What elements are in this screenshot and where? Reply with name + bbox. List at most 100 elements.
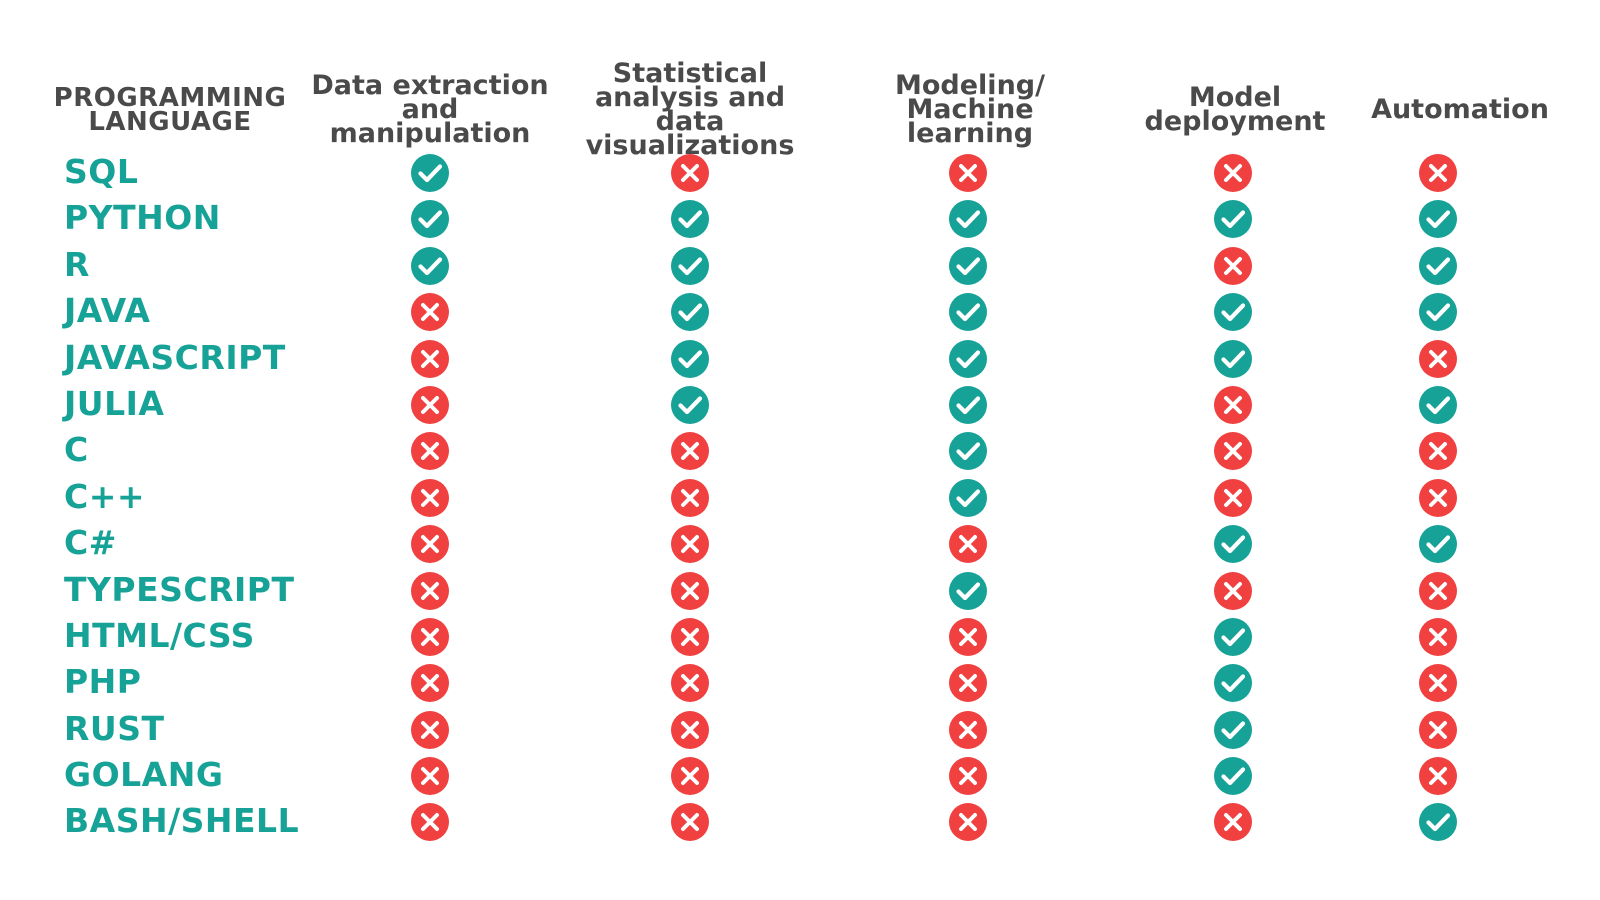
column-header-modeling-ml: Modeling/ Machine learning	[895, 70, 1045, 149]
language-name: RUST	[64, 708, 165, 748]
language-name: HTML/CSS	[64, 615, 255, 655]
x-circle-icon	[670, 617, 710, 657]
x-circle-icon	[948, 524, 988, 564]
column-header-programming-language: PROGRAMMING LANGUAGE	[53, 83, 287, 137]
check-circle-icon	[410, 199, 450, 239]
check-circle-icon	[410, 153, 450, 193]
check-circle-icon	[670, 246, 710, 286]
check-circle-icon	[1418, 524, 1458, 564]
check-circle-icon	[670, 385, 710, 425]
language-name: GOLANG	[64, 755, 224, 795]
x-circle-icon	[948, 710, 988, 750]
x-circle-icon	[410, 431, 450, 471]
language-name: C	[64, 430, 89, 470]
x-circle-icon	[670, 802, 710, 842]
x-circle-icon	[670, 431, 710, 471]
check-circle-icon	[1418, 292, 1458, 332]
table-header: PROGRAMMING LANGUAGE Data extraction and…	[0, 60, 1600, 160]
x-circle-icon	[410, 524, 450, 564]
table-row: GOLANG	[0, 752, 1600, 798]
check-circle-icon	[948, 478, 988, 518]
table-row: PHP	[0, 659, 1600, 705]
check-circle-icon	[670, 199, 710, 239]
column-header-model-deployment: Model deployment	[1144, 82, 1326, 137]
x-circle-icon	[948, 663, 988, 703]
x-circle-icon	[1213, 571, 1253, 611]
table-row: C++	[0, 474, 1600, 520]
language-name: C#	[64, 523, 117, 563]
x-circle-icon	[1418, 663, 1458, 703]
column-header-automation: Automation	[1371, 94, 1549, 125]
column-header-statistical-analysis: Statistical analysis and data visualizat…	[585, 58, 795, 161]
check-circle-icon	[670, 292, 710, 332]
x-circle-icon	[1213, 431, 1253, 471]
x-circle-icon	[1213, 246, 1253, 286]
check-circle-icon	[1213, 710, 1253, 750]
table-row: BASH/SHELL	[0, 798, 1600, 844]
language-name: SQL	[64, 152, 139, 191]
language-name: JULIA	[64, 383, 165, 423]
x-circle-icon	[948, 617, 988, 657]
language-name: TYPESCRIPT	[64, 569, 295, 609]
table-row: JULIA	[0, 381, 1600, 427]
language-name: BASH/SHELL	[64, 801, 300, 841]
table-row: R	[0, 242, 1600, 288]
check-circle-icon	[1418, 199, 1458, 239]
x-circle-icon	[410, 478, 450, 518]
check-circle-icon	[1418, 802, 1458, 842]
table-row: HTML/CSS	[0, 613, 1600, 659]
check-circle-icon	[1418, 385, 1458, 425]
x-circle-icon	[410, 385, 450, 425]
x-circle-icon	[670, 153, 710, 193]
x-circle-icon	[1418, 617, 1458, 657]
check-circle-icon	[1213, 199, 1253, 239]
x-circle-icon	[1418, 571, 1458, 611]
check-circle-icon	[948, 431, 988, 471]
table-row: RUST	[0, 706, 1600, 752]
language-name: R	[64, 244, 90, 284]
x-circle-icon	[670, 710, 710, 750]
table-row: C#	[0, 520, 1600, 566]
x-circle-icon	[670, 756, 710, 796]
x-circle-icon	[1418, 153, 1458, 193]
x-circle-icon	[1418, 756, 1458, 796]
check-circle-icon	[948, 385, 988, 425]
x-circle-icon	[410, 292, 450, 332]
check-circle-icon	[670, 339, 710, 379]
x-circle-icon	[948, 756, 988, 796]
x-circle-icon	[410, 617, 450, 657]
x-circle-icon	[670, 663, 710, 703]
x-circle-icon	[1213, 478, 1253, 518]
language-name: JAVA	[64, 291, 151, 331]
language-name: PHP	[64, 662, 142, 702]
table-row: PYTHON	[0, 195, 1600, 241]
check-circle-icon	[948, 339, 988, 379]
x-circle-icon	[410, 571, 450, 611]
x-circle-icon	[1418, 339, 1458, 379]
check-circle-icon	[948, 571, 988, 611]
x-circle-icon	[670, 524, 710, 564]
x-circle-icon	[410, 802, 450, 842]
check-circle-icon	[410, 246, 450, 286]
x-circle-icon	[410, 339, 450, 379]
check-circle-icon	[1213, 756, 1253, 796]
check-circle-icon	[948, 292, 988, 332]
x-circle-icon	[1213, 385, 1253, 425]
x-circle-icon	[1418, 478, 1458, 518]
table-body: SQL PYTHON R JAVA JAVASCRIPT JULIA C C++ C# TYPES…	[0, 149, 1600, 845]
x-circle-icon	[948, 153, 988, 193]
x-circle-icon	[670, 571, 710, 611]
check-circle-icon	[948, 199, 988, 239]
table-row: JAVASCRIPT	[0, 335, 1600, 381]
table-row: JAVA	[0, 288, 1600, 334]
x-circle-icon	[1213, 802, 1253, 842]
language-name: PYTHON	[64, 198, 221, 238]
check-circle-icon	[1213, 524, 1253, 564]
x-circle-icon	[410, 663, 450, 703]
column-header-data-extraction: Data extraction and manipulation	[311, 70, 549, 149]
check-circle-icon	[1213, 663, 1253, 703]
x-circle-icon	[1418, 431, 1458, 471]
check-circle-icon	[948, 246, 988, 286]
table-row: TYPESCRIPT	[0, 567, 1600, 613]
language-name: C++	[64, 476, 146, 516]
